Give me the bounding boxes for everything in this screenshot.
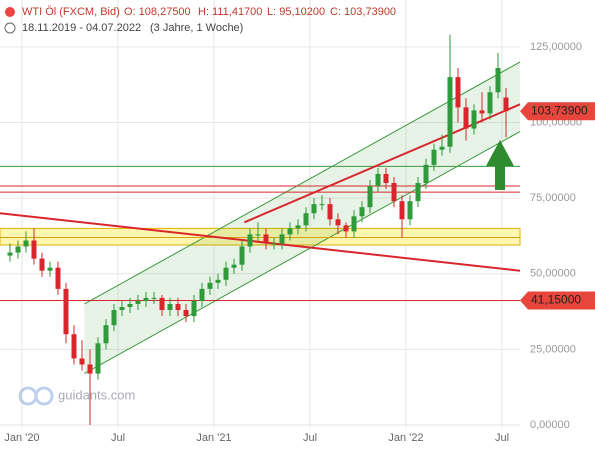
price-tag <box>520 291 595 310</box>
price-tag-label: 103,73900 <box>531 103 588 117</box>
candle-body <box>103 325 109 344</box>
channel-fill <box>84 62 521 374</box>
candle-body <box>479 110 485 114</box>
price-tag <box>520 102 595 121</box>
candle-body <box>143 297 149 301</box>
candle-body <box>111 310 117 326</box>
candle-body <box>471 110 477 129</box>
candle-body <box>247 234 253 247</box>
watermark: guidants.com <box>58 387 135 402</box>
price-tag-label: 41,15000 <box>531 293 581 307</box>
candle-body <box>495 68 501 93</box>
icon <box>5 7 15 17</box>
candle-body <box>47 267 53 271</box>
trend-line <box>0 212 521 272</box>
candle-body <box>447 77 453 147</box>
channel-line <box>84 131 521 374</box>
candle-body <box>167 303 173 311</box>
candle-body <box>487 92 493 114</box>
candle-body <box>399 201 405 220</box>
candle-body <box>335 219 341 226</box>
candle-body <box>87 364 93 374</box>
candle-body <box>263 234 269 244</box>
x-tick-label: Jan '22 <box>388 432 423 444</box>
candle-body <box>327 204 333 220</box>
candle-body <box>423 164 429 183</box>
band <box>0 227 521 246</box>
quote: C: 103,73900 <box>330 6 396 18</box>
x-tick-label: Jul <box>303 432 317 444</box>
candle-body <box>463 107 469 129</box>
candle-body <box>207 282 213 289</box>
candle-body <box>159 297 165 311</box>
candle-body <box>71 334 77 359</box>
candle-body <box>175 303 181 311</box>
candle-body <box>415 182 421 202</box>
candle-body <box>135 300 141 304</box>
candle-body <box>303 213 309 226</box>
candle-body <box>119 307 125 311</box>
candle-body <box>375 173 381 187</box>
candle-body <box>231 264 237 268</box>
candle-body <box>55 267 61 289</box>
marks <box>0 34 521 425</box>
clock-icon <box>4 22 16 34</box>
candle-body <box>127 303 133 308</box>
y-tick-label: 50,00000 <box>530 268 576 280</box>
candle-body <box>295 225 301 229</box>
candle-body <box>95 343 101 374</box>
candle-body <box>7 252 13 256</box>
candle-body <box>255 234 261 236</box>
candle-body <box>39 258 45 271</box>
logo <box>18 386 54 406</box>
candle-body <box>63 288 69 335</box>
candle-body <box>439 146 445 150</box>
y-tick-label: 125,00000 <box>530 41 582 53</box>
period: (3 Jahre, 1 Woche) <box>150 22 243 34</box>
candle-body <box>407 201 413 220</box>
y-tick-label: 75,00000 <box>530 192 576 204</box>
y-tick-label: 0,00000 <box>530 419 570 431</box>
arrow <box>486 140 514 190</box>
x-tick-label: Jul <box>111 432 125 444</box>
quote: O: 108,27500 <box>124 6 191 18</box>
candle-body <box>319 204 325 206</box>
grid <box>0 0 520 428</box>
candle-body <box>191 300 197 317</box>
candle-body <box>391 182 397 202</box>
candle-body <box>367 186 373 208</box>
candle-body <box>223 267 229 280</box>
y-tick-label: 25,00000 <box>530 343 576 355</box>
candle-body <box>503 97 509 112</box>
candle-body <box>359 207 365 217</box>
quote: L: 95,10200 <box>267 6 325 18</box>
candle-body <box>383 173 389 183</box>
candle-body <box>23 240 29 247</box>
candle-body <box>31 240 37 259</box>
candle-body <box>455 77 461 108</box>
candle-body <box>343 225 349 232</box>
candle-body <box>215 279 221 283</box>
candle-body <box>199 288 205 301</box>
x-tick-label: Jan '21 <box>196 432 231 444</box>
candle-body <box>239 246 245 265</box>
x-tick-label: Jul <box>495 432 509 444</box>
candle-body <box>271 243 277 245</box>
candle-body <box>351 216 357 232</box>
x-tick-label: Jan '20 <box>4 432 39 444</box>
title: WTI Öl (FXCM, Bid) <box>22 6 120 18</box>
candle-body <box>151 297 157 299</box>
candle-body <box>279 234 285 244</box>
candle-body <box>79 358 85 365</box>
candle-body <box>431 149 437 165</box>
subtitle: 18.11.2019 - 04.07.2022 <box>22 22 141 34</box>
channel-line <box>84 61 521 305</box>
candle-body <box>15 246 21 253</box>
quote: H: 111,41700 <box>198 6 262 18</box>
candle-body <box>311 204 317 214</box>
candle-body <box>287 228 293 235</box>
candle-body <box>183 310 189 317</box>
